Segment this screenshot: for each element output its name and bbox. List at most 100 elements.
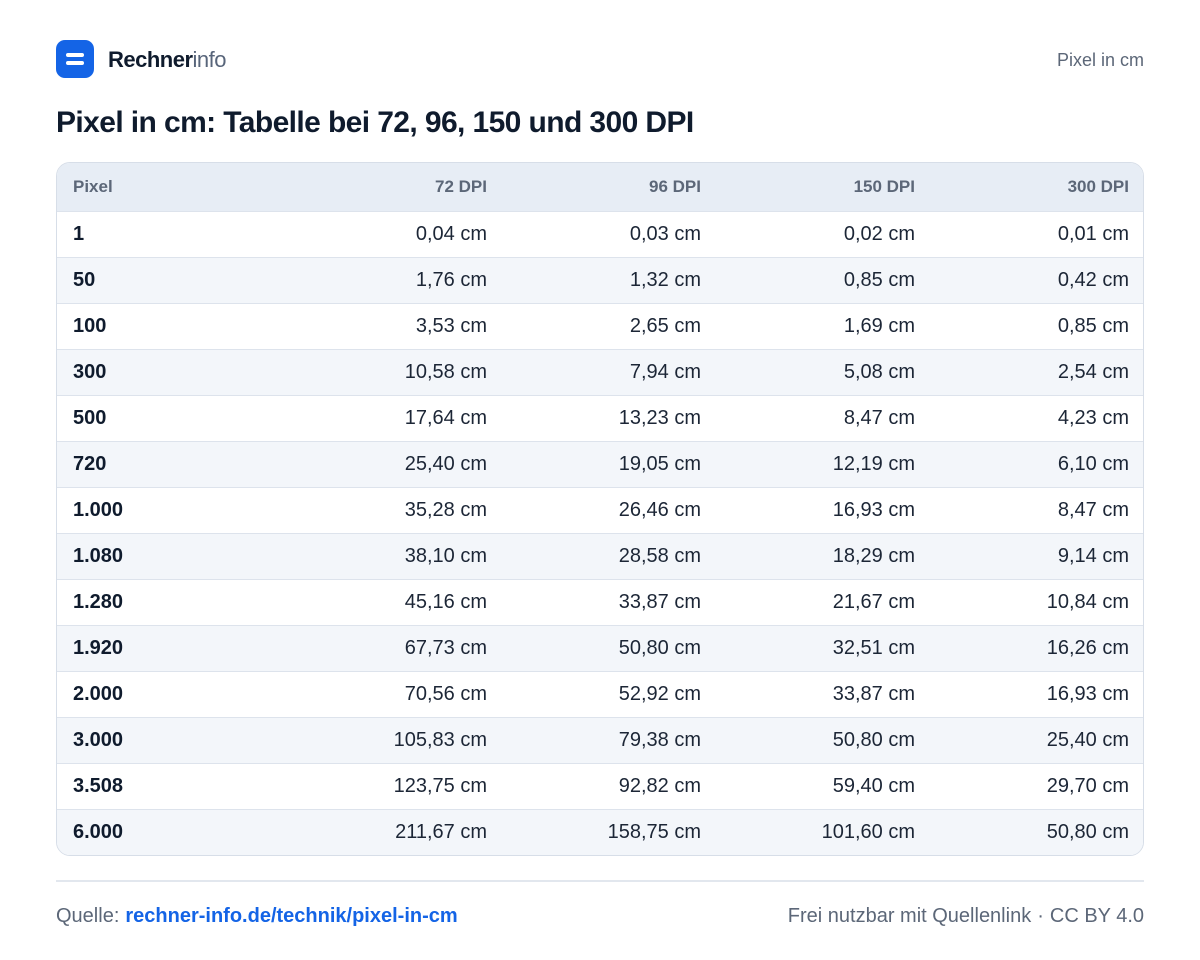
cm-150dpi-cell: 101,60 cm bbox=[821, 820, 915, 843]
cm-96dpi-cell: 50,80 cm bbox=[618, 636, 701, 659]
pixel-cell: 50 bbox=[73, 268, 96, 291]
pixel-cell: 1.280 bbox=[73, 590, 124, 613]
header-page-link[interactable]: Pixel in cm bbox=[1056, 50, 1144, 70]
cm-300dpi-cell: 0,01 cm bbox=[1057, 222, 1129, 245]
pixel-cell: 3.508 bbox=[73, 774, 124, 797]
brand-name-bold: Rechner bbox=[108, 47, 193, 72]
cm-72dpi-cell: 35,28 cm bbox=[404, 498, 487, 521]
cm-72dpi-cell: 3,53 cm bbox=[415, 314, 487, 337]
cm-300dpi-cell: 2,54 cm bbox=[1057, 360, 1129, 383]
table-row: 3.000 105,83 cm 79,38 cm 50,80 cm 25,40 … bbox=[57, 717, 1143, 763]
cm-96dpi-cell: 19,05 cm bbox=[618, 452, 701, 475]
table-row: 2.000 70,56 cm 52,92 cm 33,87 cm 16,93 c… bbox=[57, 671, 1143, 717]
cm-72dpi-cell: 123,75 cm bbox=[393, 774, 487, 797]
cm-300dpi-cell: 25,40 cm bbox=[1046, 728, 1129, 751]
cm-72dpi-cell: 70,56 cm bbox=[404, 682, 487, 705]
footer-divider bbox=[56, 880, 1144, 882]
brand-name-light: info bbox=[192, 47, 227, 72]
cm-72dpi-cell: 10,58 cm bbox=[404, 360, 487, 383]
cm-300dpi-cell: 0,85 cm bbox=[1057, 314, 1129, 337]
cm-96dpi-cell: 7,94 cm bbox=[629, 360, 701, 383]
cm-300dpi-cell: 8,47 cm bbox=[1057, 498, 1129, 521]
table-row: 100 3,53 cm 2,65 cm 1,69 cm 0,85 cm bbox=[57, 303, 1143, 349]
license-label: CC BY 4.0 bbox=[1049, 905, 1144, 927]
page-title: Pixel in cm: Tabelle bei 72, 96, 150 und… bbox=[56, 106, 694, 139]
cm-72dpi-cell: 25,40 cm bbox=[404, 452, 487, 475]
usage-note: Frei nutzbar mit Quellenlink bbox=[787, 905, 1032, 927]
cm-150dpi-cell: 59,40 cm bbox=[832, 774, 915, 797]
cm-72dpi-cell: 211,67 cm bbox=[395, 820, 487, 843]
table-row: 1.080 38,10 cm 28,58 cm 18,29 cm 9,14 cm bbox=[57, 533, 1143, 579]
cm-150dpi-cell: 8,47 cm bbox=[843, 406, 915, 429]
cm-72dpi-cell: 38,10 cm bbox=[404, 544, 487, 567]
cm-150dpi-cell: 32,51 cm bbox=[832, 636, 915, 659]
cm-300dpi-cell: 0,42 cm bbox=[1057, 268, 1129, 291]
cm-150dpi-cell: 21,67 cm bbox=[832, 590, 915, 613]
cm-150dpi-cell: 18,29 cm bbox=[832, 544, 915, 567]
pixel-cell: 300 bbox=[73, 360, 107, 383]
cm-300dpi-cell: 16,26 cm bbox=[1046, 636, 1129, 659]
conversion-table-container: Pixel 72 DPI 96 DPI 150 DPI 300 DPI 1 0,… bbox=[56, 162, 1144, 856]
footer: Quelle: rechner-info.de/technik/pixel-in-… bbox=[56, 905, 1144, 933]
table-row: 1.280 45,16 cm 33,87 cm 21,67 cm 10,84 c… bbox=[57, 579, 1143, 625]
cm-150dpi-cell: 5,08 cm bbox=[843, 360, 915, 383]
cm-300dpi-cell: 50,80 cm bbox=[1046, 820, 1129, 843]
cm-96dpi-cell: 1,32 cm bbox=[629, 268, 701, 291]
table-row: 1.000 35,28 cm 26,46 cm 16,93 cm 8,47 cm bbox=[57, 487, 1143, 533]
pixel-cell: 6.000 bbox=[73, 820, 124, 843]
conversion-table: Pixel 72 DPI 96 DPI 150 DPI 300 DPI 1 0,… bbox=[57, 163, 1143, 855]
cm-150dpi-cell: 12,19 cm bbox=[832, 452, 915, 475]
cm-72dpi-cell: 17,64 cm bbox=[404, 406, 487, 429]
cm-72dpi-cell: 45,16 cm bbox=[404, 590, 487, 613]
license-info: Frei nutzbar mit Quellenlink · CC BY 4.0 bbox=[788, 905, 1144, 928]
table-row: 500 17,64 cm 13,23 cm 8,47 cm 4,23 cm bbox=[57, 395, 1143, 441]
source-label: Quelle: bbox=[56, 905, 120, 927]
table-row: 300 10,58 cm 7,94 cm 5,08 cm 2,54 cm bbox=[57, 349, 1143, 395]
source-link[interactable]: rechner-info.de/technik/pixel-in-cm bbox=[125, 905, 458, 927]
site-header: Rechnerinfo Pixel in cm bbox=[56, 40, 1144, 78]
table-row: 3.508 123,75 cm 92,82 cm 59,40 cm 29,70 … bbox=[57, 763, 1143, 809]
cm-96dpi-cell: 52,92 cm bbox=[618, 682, 701, 705]
cm-150dpi-cell: 0,02 cm bbox=[843, 222, 915, 245]
cm-150dpi-cell: 33,87 cm bbox=[832, 682, 915, 705]
pixel-cell: 500 bbox=[73, 406, 107, 429]
logo-icon[interactable] bbox=[56, 40, 94, 78]
column-header-300dpi: 300 DPI bbox=[1067, 176, 1129, 196]
table-row: 50 1,76 cm 1,32 cm 0,85 cm 0,42 cm bbox=[57, 257, 1143, 303]
cm-300dpi-cell: 16,93 cm bbox=[1046, 682, 1129, 705]
table-row: 1.920 67,73 cm 50,80 cm 32,51 cm 16,26 c… bbox=[57, 625, 1143, 671]
column-header-150dpi: 150 DPI bbox=[853, 176, 915, 196]
cm-150dpi-cell: 50,80 cm bbox=[832, 728, 915, 751]
cm-96dpi-cell: 2,65 cm bbox=[629, 314, 701, 337]
pixel-cell: 100 bbox=[73, 314, 107, 337]
column-header-96dpi: 96 DPI bbox=[649, 176, 701, 196]
separator-dot: · bbox=[1037, 905, 1044, 927]
pixel-cell: 1 bbox=[73, 222, 85, 245]
cm-300dpi-cell: 9,14 cm bbox=[1057, 544, 1129, 567]
pixel-cell: 1.080 bbox=[73, 544, 124, 567]
cm-150dpi-cell: 1,69 cm bbox=[843, 314, 915, 337]
cm-96dpi-cell: 79,38 cm bbox=[618, 728, 701, 751]
table-row: 6.000 211,67 cm 158,75 cm 101,60 cm 50,8… bbox=[57, 809, 1143, 855]
cm-96dpi-cell: 26,46 cm bbox=[618, 498, 701, 521]
cm-300dpi-cell: 29,70 cm bbox=[1046, 774, 1129, 797]
pixel-cell: 1.920 bbox=[73, 636, 124, 659]
cm-96dpi-cell: 158,75 cm bbox=[607, 820, 701, 843]
cm-72dpi-cell: 67,73 cm bbox=[404, 636, 487, 659]
column-header-pixel: Pixel bbox=[73, 176, 113, 196]
cm-300dpi-cell: 10,84 cm bbox=[1046, 590, 1129, 613]
cm-96dpi-cell: 13,23 cm bbox=[618, 406, 701, 429]
cm-96dpi-cell: 33,87 cm bbox=[618, 590, 701, 613]
pixel-cell: 720 bbox=[73, 452, 107, 475]
cm-150dpi-cell: 0,85 cm bbox=[843, 268, 915, 291]
pixel-cell: 1.000 bbox=[73, 498, 124, 521]
pixel-cell: 3.000 bbox=[73, 728, 124, 751]
cm-300dpi-cell: 4,23 cm bbox=[1057, 406, 1129, 429]
brand-name[interactable]: Rechnerinfo bbox=[108, 47, 227, 73]
table-header-row: Pixel 72 DPI 96 DPI 150 DPI 300 DPI bbox=[57, 163, 1143, 211]
table-row: 720 25,40 cm 19,05 cm 12,19 cm 6,10 cm bbox=[57, 441, 1143, 487]
column-header-72dpi: 72 DPI bbox=[435, 176, 487, 196]
cm-96dpi-cell: 28,58 cm bbox=[618, 544, 701, 567]
cm-72dpi-cell: 105,83 cm bbox=[393, 728, 487, 751]
cm-150dpi-cell: 16,93 cm bbox=[832, 498, 915, 521]
